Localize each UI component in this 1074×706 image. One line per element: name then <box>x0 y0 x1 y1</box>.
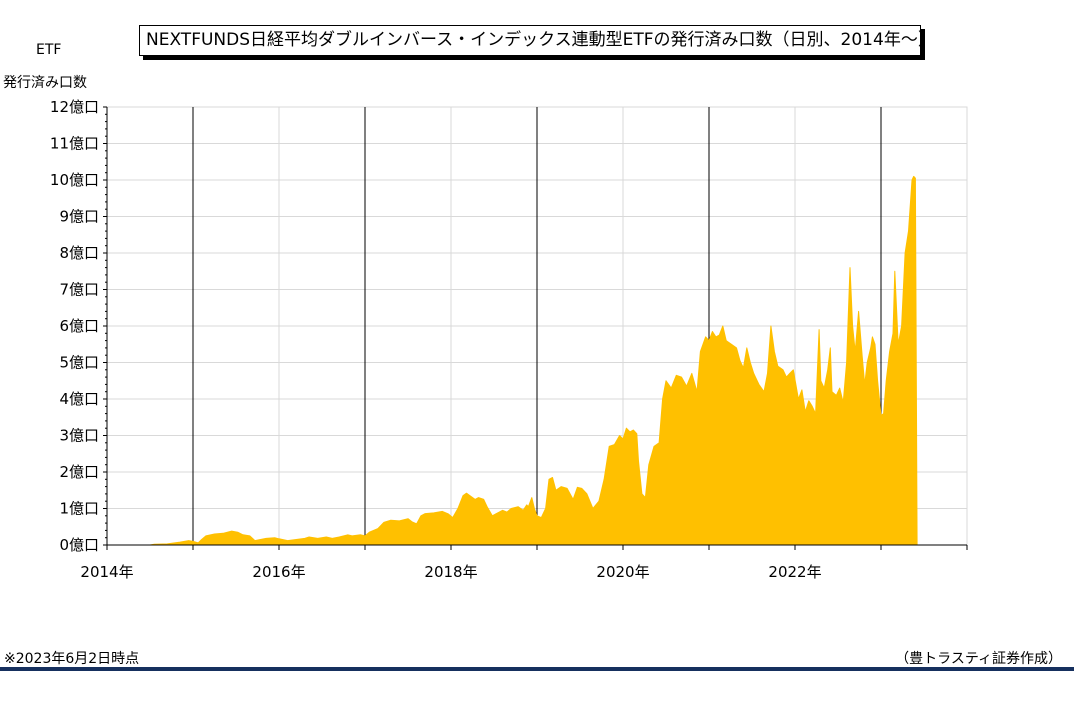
x-tick-label: 2020年 <box>596 563 649 581</box>
x-tick-label: 2016年 <box>252 563 305 581</box>
series-area <box>149 175 918 546</box>
credit: （豊トラスティ証券作成） <box>895 651 1062 667</box>
y-tick-label: 8億口 <box>59 244 99 262</box>
y-tick-label: 9億口 <box>59 208 99 226</box>
y-tick-label: 6億口 <box>59 317 99 335</box>
y-tick-label: 0億口 <box>59 536 99 554</box>
footnote: ※2023年6月2日時点 <box>4 651 140 667</box>
y-tick-label: 11億口 <box>50 135 99 153</box>
y-tick-label: 12億口 <box>50 98 99 116</box>
y-axis-unit-line2: 発行済み口数 <box>3 75 87 91</box>
y-tick-label: 1億口 <box>59 500 99 518</box>
y-tick-label: 10億口 <box>50 171 99 189</box>
y-tick-label: 7億口 <box>59 281 99 299</box>
chart-title: NEXTFUNDS日経平均ダブルインバース・インデックス連動型ETFの発行済み口… <box>139 25 921 56</box>
y-tick-label: 4億口 <box>59 390 99 408</box>
footer-rule <box>0 667 1074 671</box>
x-tick-label: 2014年 <box>80 563 133 581</box>
y-tick-label: 5億口 <box>59 354 99 372</box>
y-axis-unit-line1: ETF <box>36 42 62 58</box>
chart: 0億口 1億口 2億口 3億口 4億口 5億口 6億口 7億口 8億口 9億口 10億口 11億口 12… <box>50 98 968 581</box>
x-tick-label: 2022年 <box>768 563 821 581</box>
y-tick-label: 2億口 <box>59 463 99 481</box>
y-tick-label: 3億口 <box>59 427 99 445</box>
x-tick-label: 2018年 <box>424 563 477 581</box>
